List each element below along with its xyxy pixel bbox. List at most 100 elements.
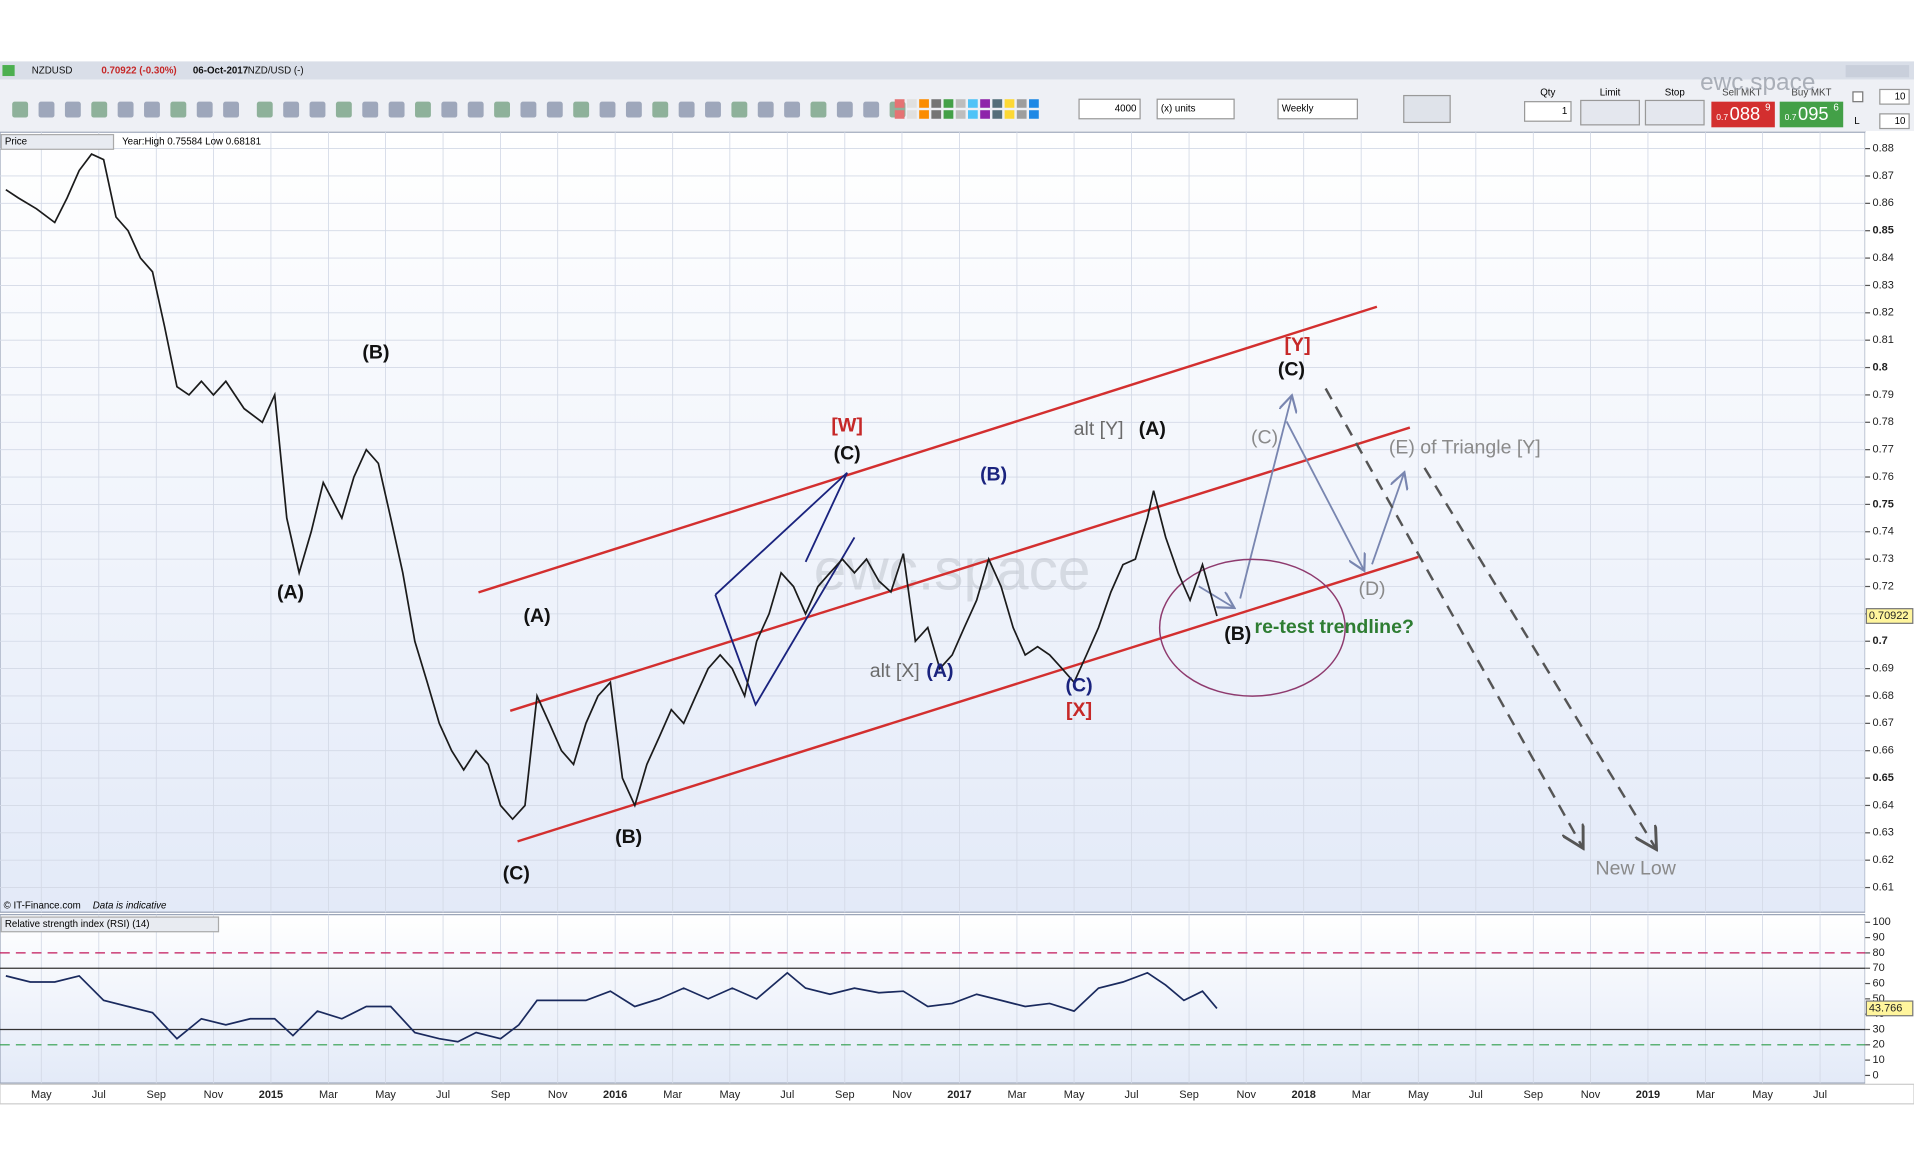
- drawings: [478, 305, 1656, 848]
- y-tick-label: 10: [1872, 1054, 1884, 1066]
- y-tick-label: 0.64: [1872, 799, 1893, 811]
- color-swatch[interactable]: [906, 110, 917, 119]
- color-swatch[interactable]: [931, 110, 942, 119]
- checkbox[interactable]: [1852, 91, 1864, 103]
- units-select[interactable]: [1156, 98, 1235, 120]
- tool-icon[interactable]: [810, 101, 827, 118]
- color-swatch[interactable]: [919, 99, 929, 108]
- wave-label: [X]: [1066, 699, 1092, 721]
- tool-icon[interactable]: [467, 101, 484, 118]
- y-tick-label: 0.63: [1872, 827, 1893, 839]
- tool-icon[interactable]: [309, 101, 326, 118]
- y-tick-label: 0.75: [1872, 498, 1893, 510]
- x-tick-label: Jul: [1125, 1089, 1139, 1101]
- y-tick-label: 0.66: [1872, 745, 1893, 757]
- tool-icon[interactable]: [546, 101, 563, 118]
- flag: L: [1854, 116, 1860, 127]
- wave-label: (B): [1224, 623, 1251, 645]
- x-tick-label: Mar: [663, 1089, 682, 1101]
- stop-label: Stop: [1665, 88, 1686, 99]
- tool-icon[interactable]: [64, 101, 81, 118]
- tool-icon[interactable]: [863, 101, 880, 118]
- color-swatch[interactable]: [1029, 99, 1039, 108]
- tool-icon[interactable]: [520, 101, 537, 118]
- qty-input[interactable]: [1523, 101, 1572, 122]
- tool-icon[interactable]: [256, 101, 273, 118]
- color-swatch[interactable]: [943, 99, 954, 108]
- tool-icon[interactable]: [362, 101, 379, 118]
- limit-button[interactable]: [1580, 99, 1640, 126]
- tool-icon[interactable]: [599, 101, 616, 118]
- tool-icon[interactable]: [784, 101, 801, 118]
- rsi-panel: [0, 914, 1866, 1084]
- x-tick-label: Nov: [1236, 1089, 1256, 1101]
- color-swatch[interactable]: [980, 110, 990, 119]
- color-swatch[interactable]: [906, 99, 917, 108]
- color-swatch[interactable]: [955, 110, 966, 119]
- color-swatch[interactable]: [980, 99, 990, 108]
- color-swatch[interactable]: [919, 110, 929, 119]
- y-tick-label: 0.65: [1872, 772, 1893, 784]
- x-tick-label: Sep: [147, 1089, 167, 1101]
- color-swatch[interactable]: [943, 110, 954, 119]
- x-tick-label: Nov: [892, 1089, 912, 1101]
- color-swatch[interactable]: [992, 99, 1003, 108]
- tool-icon[interactable]: [573, 101, 590, 118]
- color-swatch[interactable]: [1029, 110, 1039, 119]
- y-tick-label: 0.67: [1872, 717, 1893, 729]
- y-tick-label: 0.62: [1872, 854, 1893, 866]
- color-swatch[interactable]: [1016, 110, 1027, 119]
- stop-button[interactable]: [1644, 99, 1705, 126]
- tool-icon[interactable]: [91, 101, 108, 118]
- tool-icon[interactable]: [731, 101, 748, 118]
- tool-icon[interactable]: [223, 101, 240, 118]
- color-swatch[interactable]: [967, 99, 978, 108]
- color-swatch[interactable]: [931, 99, 942, 108]
- last-value-label: 43.766: [1869, 1002, 1903, 1014]
- tool-icon[interactable]: [705, 101, 721, 118]
- y-tick-label: 0.78: [1872, 416, 1893, 428]
- tool-icon[interactable]: [625, 101, 642, 118]
- side-input[interactable]: [1879, 113, 1910, 130]
- tool-icon[interactable]: [38, 101, 55, 118]
- x-tick-label: Jul: [92, 1089, 106, 1101]
- quantity: 4000: [1115, 104, 1137, 115]
- interval-select[interactable]: [1277, 98, 1358, 120]
- sell-button[interactable]: [1711, 101, 1775, 128]
- tool-icon[interactable]: [494, 101, 510, 118]
- tool-icon[interactable]: [652, 101, 669, 118]
- color-swatch[interactable]: [894, 99, 905, 108]
- color-swatch[interactable]: [894, 110, 905, 119]
- tool-icon[interactable]: [117, 101, 134, 118]
- quantity-input[interactable]: [1078, 98, 1141, 120]
- tool-icon[interactable]: [836, 101, 853, 118]
- side-input[interactable]: [1879, 88, 1910, 105]
- tool-icon[interactable]: [678, 101, 695, 118]
- color-swatch[interactable]: [955, 99, 966, 108]
- tool-icon[interactable]: [12, 101, 29, 118]
- wave-label: (B): [615, 826, 642, 848]
- tool-icon[interactable]: [170, 101, 187, 118]
- color-swatch[interactable]: [1004, 110, 1015, 119]
- window-buttons[interactable]: [1845, 65, 1910, 78]
- color-swatch[interactable]: [1004, 99, 1015, 108]
- tool-icon[interactable]: [757, 101, 774, 118]
- side-value: 10: [1895, 91, 1906, 102]
- chart-style-button[interactable]: [1403, 94, 1451, 124]
- tool-icon[interactable]: [196, 101, 213, 118]
- x-tick-label: Jul: [1469, 1089, 1483, 1101]
- tool-icon[interactable]: [415, 101, 431, 118]
- y-tick-label: 0.86: [1872, 197, 1893, 209]
- tool-icon[interactable]: [388, 101, 405, 118]
- tool-icon[interactable]: [441, 101, 458, 118]
- color-swatch[interactable]: [967, 110, 978, 119]
- buy-button[interactable]: [1779, 101, 1844, 128]
- tool-icon[interactable]: [144, 101, 160, 118]
- tool-icon[interactable]: [335, 101, 352, 118]
- tool-icon[interactable]: [283, 101, 300, 118]
- last-value-box: [1865, 1000, 1914, 1017]
- color-swatch[interactable]: [992, 110, 1003, 119]
- x-tick-label: Jul: [780, 1089, 794, 1101]
- color-swatch[interactable]: [1016, 99, 1027, 108]
